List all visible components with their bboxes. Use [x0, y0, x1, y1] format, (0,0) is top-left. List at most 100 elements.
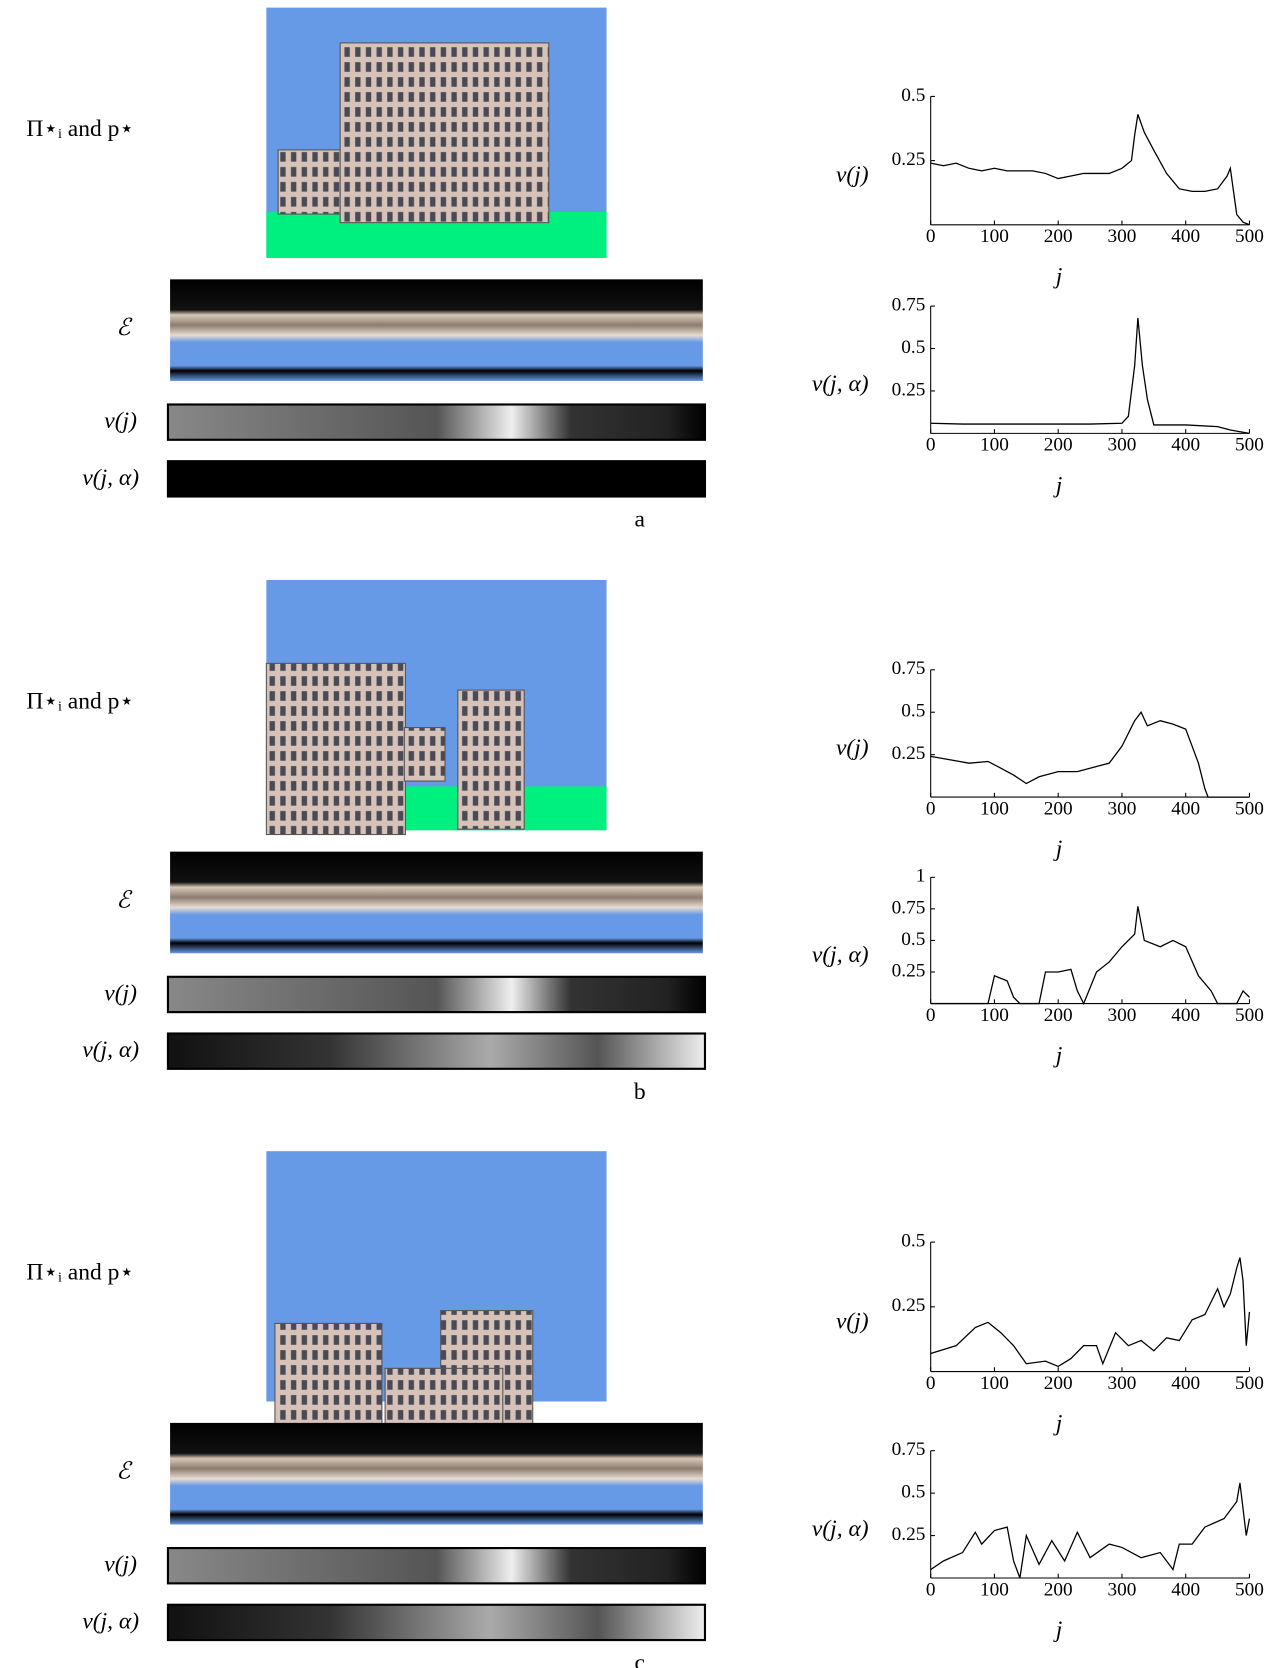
x-tick-label: 0 [926, 226, 936, 247]
x-axis-label: j [1053, 836, 1063, 862]
building [404, 728, 445, 781]
nu-alpha-strip [168, 461, 705, 496]
epipolar-strip [170, 852, 703, 954]
x-tick-label: 100 [980, 1373, 1009, 1394]
x-axis-label: j [1053, 1042, 1063, 1068]
x-tick-label: 300 [1108, 1373, 1137, 1394]
y-tick-label: 0.5 [901, 85, 925, 106]
y-tick-label: 0.25 [892, 960, 926, 981]
y-axis-label: ν(j, α) [812, 371, 869, 397]
y-tick-label: 0.25 [892, 743, 926, 764]
x-tick-label: 200 [1044, 435, 1073, 456]
x-tick-label: 0 [926, 1579, 936, 1600]
x-tick-label: 400 [1171, 798, 1200, 819]
building [275, 1323, 382, 1426]
image-label: Π⋆ᵢ and p⋆ [26, 1260, 134, 1286]
epipolar-strip [170, 1423, 703, 1525]
x-tick-label: 500 [1235, 1005, 1264, 1026]
y-tick-label: 0.25 [892, 1295, 926, 1316]
x-axis-label: j [1053, 264, 1063, 290]
x-tick-label: 0 [926, 435, 936, 456]
x-tick-label: 500 [1235, 435, 1264, 456]
building [458, 690, 524, 829]
panel-letter: c [634, 1650, 644, 1668]
y-tick-label: 0.75 [892, 295, 926, 316]
panel: Π⋆ᵢ and p⋆ ℰν(j) ν(j, α) b [26, 580, 705, 1105]
x-tick-label: 300 [1108, 435, 1137, 456]
x-tick-label: 0 [926, 798, 936, 819]
strip-label: ν(j, α) [82, 465, 139, 491]
nu-alpha-strip [168, 1605, 705, 1640]
y-tick-label: 1 [916, 866, 926, 887]
nu-alpha-strip [168, 1034, 705, 1069]
data-line [931, 1258, 1250, 1367]
strip-label: ν(j) [104, 980, 137, 1006]
x-tick-label: 500 [1235, 1579, 1264, 1600]
x-tick-label: 200 [1044, 1005, 1073, 1026]
y-axis-label: ν(j, α) [812, 1516, 869, 1542]
strip-label: ℰ [116, 887, 133, 913]
x-tick-label: 400 [1171, 1579, 1200, 1600]
x-tick-label: 400 [1171, 1373, 1200, 1394]
y-axis-label: ν(j) [836, 735, 869, 761]
building [340, 43, 549, 223]
y-tick-label: 0.75 [892, 1439, 926, 1460]
x-tick-label: 400 [1171, 1005, 1200, 1026]
x-tick-label: 300 [1108, 1579, 1137, 1600]
strip-label: ℰ [116, 1459, 133, 1485]
figure: Π⋆ᵢ and p⋆ ℰν(j) ν(j, α) a Π⋆ᵢ and p⋆ ℰν(j) ν(… [0, 0, 1273, 1668]
epipolar-strip [170, 279, 703, 381]
x-tick-label: 500 [1235, 1373, 1264, 1394]
x-tick-label: 100 [980, 435, 1009, 456]
x-tick-label: 500 [1235, 226, 1264, 247]
x-tick-label: 300 [1108, 798, 1137, 819]
y-tick-label: 0.75 [892, 658, 926, 679]
y-tick-label: 0.5 [901, 929, 925, 950]
x-axis-label: j [1053, 1617, 1063, 1643]
building [278, 150, 340, 214]
chart: 0.25 0.5 0.75 0 100 200 300 400 500 ν(j, α) j [812, 295, 1264, 499]
data-line [931, 318, 1250, 433]
panel-letter: b [634, 1079, 646, 1105]
x-tick-label: 400 [1171, 435, 1200, 456]
y-axis-label: ν(j) [836, 162, 869, 188]
y-tick-label: 0.5 [901, 1231, 925, 1252]
y-tick-label: 0.75 [892, 897, 926, 918]
x-axis-label: j [1053, 472, 1063, 498]
chart: 0.25 0.5 0.75 0 100 200 300 400 500 ν(j, α) j [812, 1439, 1264, 1643]
y-tick-label: 0.5 [901, 1482, 925, 1503]
strip-label: ν(j, α) [82, 1037, 139, 1063]
x-axis-label: j [1053, 1410, 1063, 1436]
nu-strip [168, 404, 705, 439]
x-tick-label: 100 [980, 1579, 1009, 1600]
building [266, 663, 405, 834]
x-tick-label: 200 [1044, 1373, 1073, 1394]
x-tick-label: 300 [1108, 226, 1137, 247]
y-tick-label: 0.25 [892, 149, 926, 170]
strip-label: ℰ [116, 315, 133, 341]
image-label: Π⋆ᵢ and p⋆ [26, 116, 134, 142]
y-tick-label: 0.25 [892, 379, 926, 400]
y-tick-label: 0.25 [892, 1524, 926, 1545]
image-label: Π⋆ᵢ and p⋆ [26, 688, 134, 714]
x-tick-label: 200 [1044, 798, 1073, 819]
x-tick-label: 0 [926, 1005, 936, 1026]
data-line [931, 712, 1250, 797]
data-line [931, 906, 1250, 1003]
data-line [931, 1483, 1250, 1578]
y-tick-label: 0.5 [901, 701, 925, 722]
x-tick-label: 100 [980, 798, 1009, 819]
y-axis-label: ν(j, α) [812, 942, 869, 968]
strip-label: ν(j) [104, 408, 137, 434]
strip-label: ν(j) [104, 1552, 137, 1578]
x-tick-label: 0 [926, 1373, 936, 1394]
y-tick-label: 0.5 [901, 337, 925, 358]
panel-letter: a [634, 507, 645, 533]
x-tick-label: 200 [1044, 1579, 1073, 1600]
x-tick-label: 400 [1171, 226, 1200, 247]
data-line [931, 114, 1250, 224]
nu-strip [168, 977, 705, 1012]
strip-label: ν(j, α) [82, 1608, 139, 1634]
